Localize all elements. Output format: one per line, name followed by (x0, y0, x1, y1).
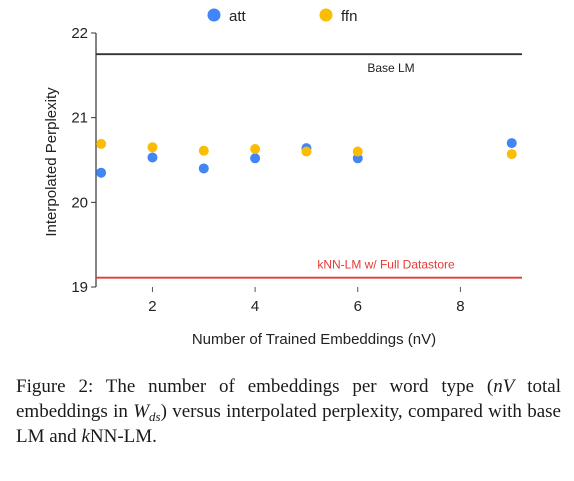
data-point-ffn (301, 146, 312, 157)
x-axis-label: Number of Trained Embeddings (nV) (192, 331, 436, 348)
data-point-ffn (250, 143, 261, 154)
data-point-att (198, 163, 209, 174)
reference-lines: Base LM kNN-LM w/ Full Datastore (96, 53, 522, 279)
caption-w: W (133, 401, 150, 422)
x-tick-label: 8 (456, 298, 464, 315)
y-axis-label: Interpolated Perplexity (43, 87, 60, 237)
caption-middle: total embeddings in (16, 376, 561, 422)
data-point-ffn (198, 145, 209, 156)
data-point-att (250, 153, 261, 164)
data-point-ffn (147, 142, 158, 153)
reference-line-label: kNN-LM w/ Full Datastore (317, 258, 455, 272)
y-tick-label: 20 (71, 194, 88, 211)
x-tick-label: 4 (251, 298, 259, 315)
legend-marker-att (207, 8, 221, 22)
reference-line-label: Base LM (367, 61, 414, 75)
legend-marker-ffn (319, 8, 333, 22)
y-tick-label: 22 (71, 25, 88, 42)
caption-nv: nV (493, 376, 515, 397)
legend-label-ffn: ffn (341, 8, 357, 25)
data-points (96, 138, 517, 178)
data-point-ffn (352, 146, 363, 157)
data-point-att (96, 167, 107, 178)
x-tick-label: 6 (354, 298, 362, 315)
legend-label-att: att (229, 8, 247, 25)
data-point-ffn (506, 149, 517, 160)
caption-ds: ds (149, 409, 161, 424)
data-point-att (506, 138, 517, 149)
caption-end: NN-LM. (89, 426, 157, 447)
x-tick-label: 2 (148, 298, 156, 315)
caption-suffix: ) versus interpolated perplexity, compar… (16, 401, 561, 447)
y-tick-label: 19 (71, 279, 88, 296)
caption-k: k (81, 426, 90, 447)
y-tick-label: 21 (71, 110, 88, 127)
data-point-att (147, 152, 158, 163)
data-point-ffn (96, 138, 107, 149)
legend: att ffn (207, 8, 357, 25)
caption-prefix: Figure 2: The number of embeddings per w… (16, 376, 494, 397)
figure-caption: Figure 2: The number of embeddings per w… (16, 374, 561, 449)
